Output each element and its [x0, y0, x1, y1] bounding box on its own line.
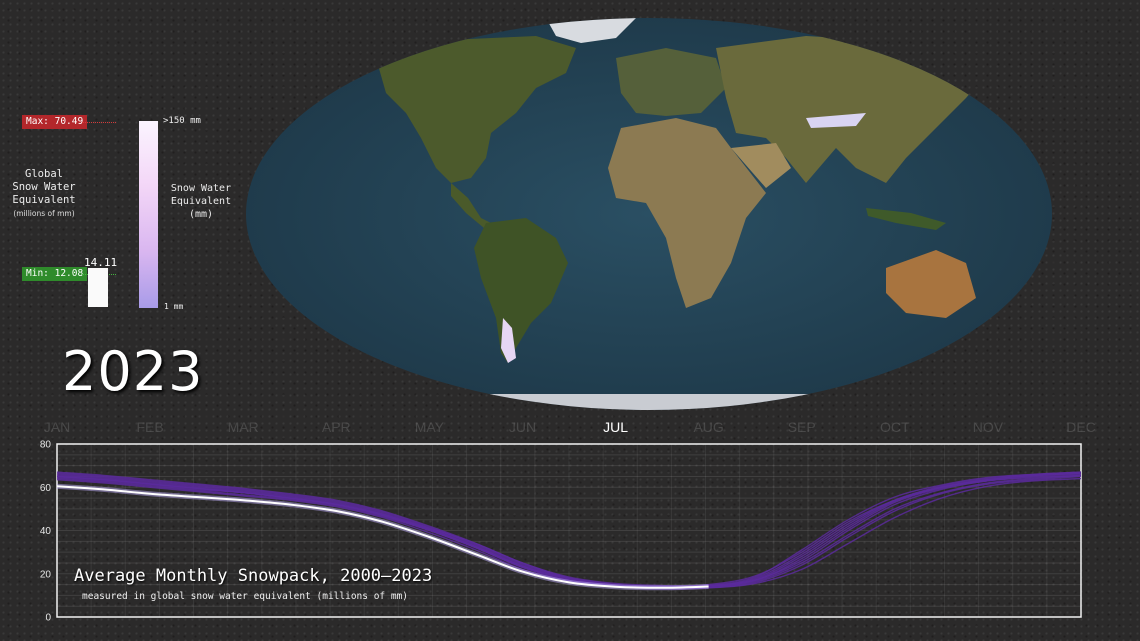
plot-area: [56, 443, 1082, 618]
month-label-aug: AUG: [693, 419, 723, 435]
gauge-unit: (millions of mm): [13, 209, 75, 218]
antarctica-shape: [246, 394, 1052, 410]
y-tick-label: 20: [40, 569, 52, 580]
chart-subtitle: measured in global snow water equivalent…: [82, 591, 409, 602]
month-label-jan: JAN: [44, 419, 70, 435]
patagonia-snow: [501, 318, 516, 363]
past-years-lines: [56, 471, 1082, 590]
world-map: [246, 18, 1052, 410]
colorbar-title-line-1: Snow Water: [170, 183, 232, 194]
y-axis-ticks: 0 20 40 60 80: [40, 440, 52, 624]
month-label-mar: MAR: [228, 419, 259, 435]
current-year-line: [56, 485, 709, 589]
month-labels: JAN FEB MAR APR MAY JUN JUL AUG SEP OCT NOV DEC: [44, 419, 1096, 435]
chart-title: Average Monthly Snowpack, 2000–2023: [74, 566, 433, 586]
central-america-shape: [451, 183, 491, 228]
colorbar-top-label: >150 mm: [163, 116, 201, 126]
min-label-badge: Min: 12.08: [22, 267, 88, 281]
himalaya-snow: [806, 113, 866, 128]
gauge-title: Global Snow Water Equivalent: [4, 168, 84, 207]
year-label: 2023: [62, 340, 204, 403]
north-america-shape: [376, 36, 576, 183]
asia-shape: [716, 36, 996, 183]
y-tick-label: 40: [40, 526, 52, 537]
past-year-line: [56, 475, 1082, 589]
indonesia-shape: [866, 208, 946, 230]
month-label-jul: JUL: [603, 419, 628, 435]
gauge-title-line-1: Global: [25, 168, 63, 180]
y-tick-label: 60: [40, 483, 52, 494]
snowpack-line-chart: 0 20 40 60 80 JAN FEB MAR APR MAY JUN JUL AUG SEP OCT…: [40, 419, 1096, 624]
month-label-sep: SEP: [788, 419, 816, 435]
greenland-shape: [546, 18, 636, 43]
current-year-line-group: [56, 483, 709, 591]
y-tick-label: 0: [45, 613, 51, 624]
europe-shape: [616, 48, 726, 116]
month-label-oct: OCT: [880, 419, 910, 435]
colorbar: [139, 121, 158, 308]
month-label-jun: JUN: [509, 419, 536, 435]
colorbar-title-line-3: (mm): [188, 209, 214, 220]
month-label-feb: FEB: [136, 419, 163, 435]
gauge-title-line-2: Snow Water: [12, 181, 76, 193]
gauge-title-line-3: Equivalent: [12, 194, 76, 206]
month-label-apr: APR: [322, 419, 351, 435]
month-label-dec: DEC: [1066, 419, 1096, 435]
gauge-bar-frame: [88, 268, 108, 307]
gauge-bar-fill: [88, 268, 108, 307]
max-marker-line: [82, 122, 116, 123]
arabia-shape: [731, 143, 791, 188]
max-label-badge: Max: 70.49: [22, 115, 88, 129]
colorbar-title: Snow Water Equivalent (mm): [160, 182, 242, 221]
australia-shape: [886, 250, 976, 318]
gauge-current-value: 14.11: [84, 256, 118, 269]
africa-shape: [608, 118, 766, 308]
colorbar-title-line-2: Equivalent: [170, 196, 232, 207]
month-label-nov: NOV: [973, 419, 1004, 435]
past-year-line: [56, 471, 1082, 588]
colorbar-bottom-label: 1 mm: [164, 302, 184, 311]
south-america-shape: [474, 218, 568, 363]
month-label-may: MAY: [415, 419, 445, 435]
y-tick-label: 80: [40, 440, 52, 451]
